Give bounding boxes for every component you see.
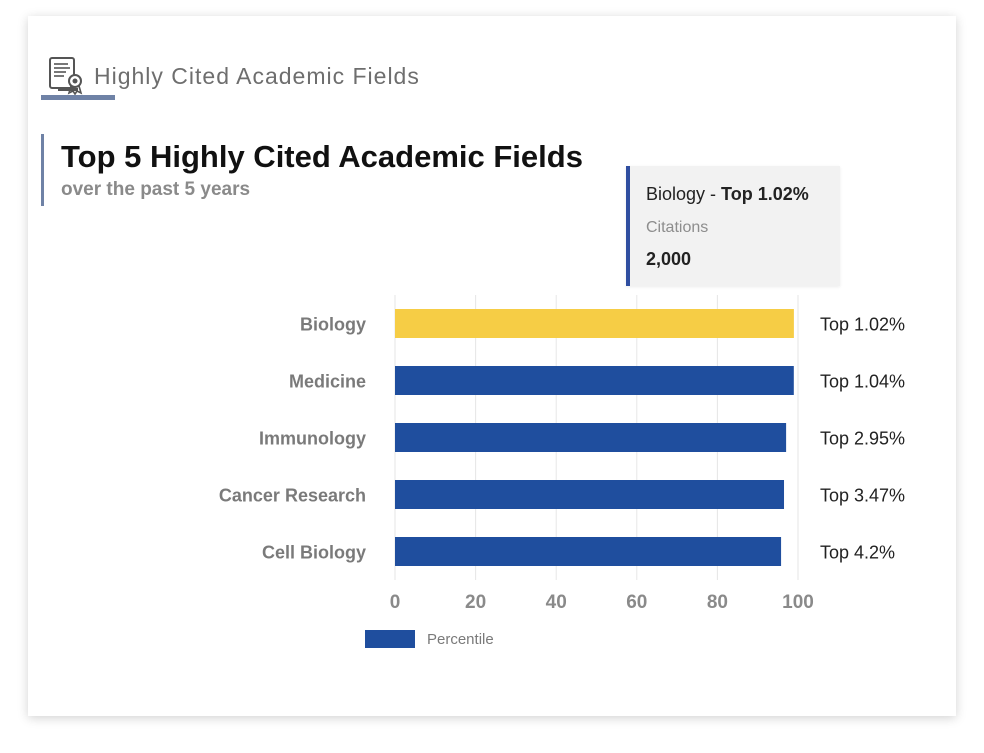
chart-tooltip: Biology - Top 1.02% Citations 2,000 <box>626 166 840 286</box>
section-title: Highly Cited Academic Fields <box>94 62 420 89</box>
bar[interactable] <box>395 366 794 395</box>
bar[interactable] <box>395 537 782 566</box>
y-category-label: Immunology <box>259 429 366 449</box>
x-tick-label: 80 <box>707 592 728 613</box>
data-label: Top 3.47% <box>820 486 905 506</box>
tooltip-value-label: Top 1.02% <box>721 184 809 204</box>
chart-title: Top 5 Highly Cited Academic Fields <box>61 139 583 174</box>
x-tick-label: 60 <box>626 592 647 613</box>
x-tick-label: 100 <box>782 592 814 613</box>
x-tick-label: 0 <box>390 592 401 613</box>
data-label: Top 1.02% <box>820 315 905 335</box>
tooltip-heading: Biology - Top 1.02% <box>646 184 840 205</box>
tooltip-metric-label: Citations <box>646 219 709 236</box>
data-label: Top 1.04% <box>820 372 905 392</box>
section-header: Highly Cited Academic Fields <box>44 52 420 96</box>
x-tick-label: 40 <box>546 592 567 613</box>
tooltip-metric-value: 2,000 <box>646 249 692 269</box>
chart-legend[interactable]: Percentile <box>365 630 494 648</box>
y-category-label: Medicine <box>289 372 366 392</box>
y-category-label: Biology <box>300 315 366 335</box>
legend-swatch <box>365 630 415 648</box>
bar[interactable] <box>395 309 794 338</box>
y-category-label: Cancer Research <box>219 486 366 506</box>
chart-title-block: Top 5 Highly Cited Academic Fields over … <box>41 134 583 206</box>
data-label: Top 4.2% <box>820 543 895 563</box>
tooltip-category: Biology <box>646 184 706 204</box>
section-underline <box>41 95 115 100</box>
y-category-label: Cell Biology <box>262 543 366 563</box>
bar[interactable] <box>395 423 787 452</box>
tooltip-separator: - <box>705 184 722 204</box>
legend-label: Percentile <box>427 630 494 648</box>
bar[interactable] <box>395 480 785 509</box>
certificate-document-icon <box>49 57 83 96</box>
chart-subtitle: over the past 5 years <box>61 179 251 200</box>
data-label: Top 2.95% <box>820 429 905 449</box>
x-tick-label: 20 <box>465 592 486 613</box>
